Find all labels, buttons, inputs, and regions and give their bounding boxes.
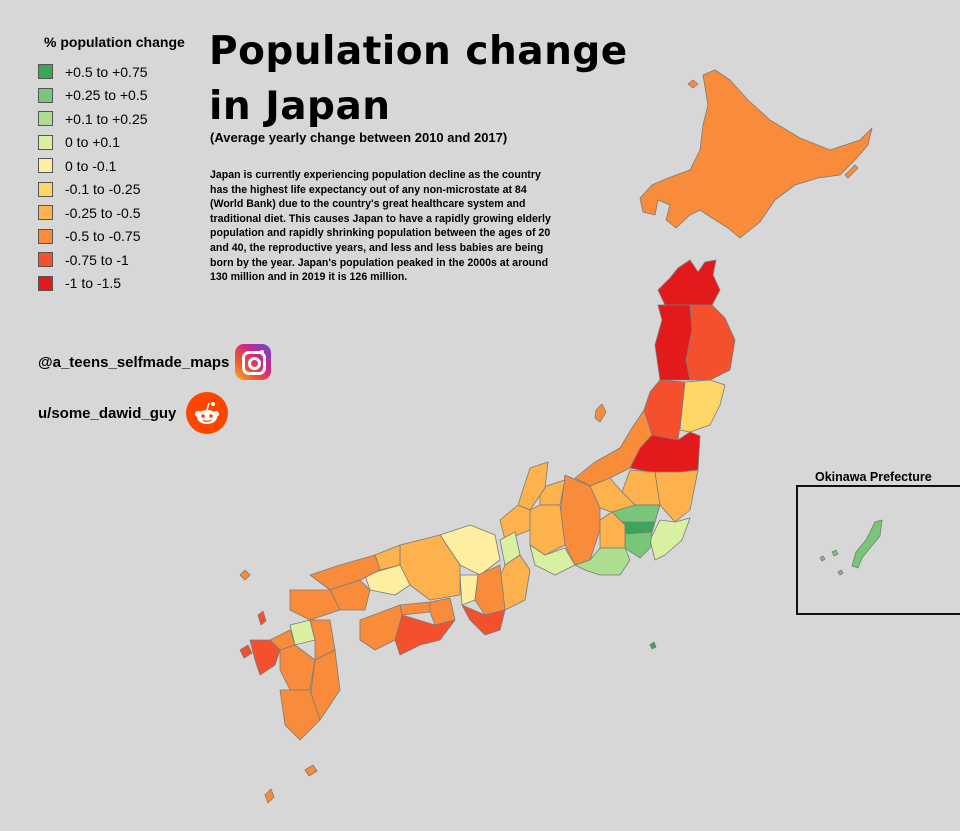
legend-label: +0.1 to +0.25 bbox=[65, 110, 148, 127]
region-izu-islands bbox=[649, 641, 657, 650]
legend-item: -0.25 to -0.5 bbox=[38, 201, 218, 225]
region-kochi bbox=[394, 614, 456, 656]
inset-title: Okinawa Prefecture bbox=[815, 470, 932, 484]
legend-item: -0.1 to -0.25 bbox=[38, 178, 218, 202]
region-hokkaido-rishiri bbox=[687, 79, 699, 89]
region-nagasaki bbox=[249, 639, 281, 676]
region-goto bbox=[239, 644, 253, 659]
map-subtitle: (Average yearly change between 2010 and … bbox=[210, 130, 508, 145]
region-fukui bbox=[499, 504, 531, 541]
region-yamaguchi bbox=[289, 589, 341, 621]
reddit-icon bbox=[186, 392, 229, 434]
legend-swatch bbox=[38, 252, 53, 268]
region-okinawa-islands bbox=[819, 549, 844, 576]
instagram-handle: @a_teens_selfmade_maps bbox=[38, 353, 230, 371]
region-kagoshima bbox=[279, 689, 321, 741]
region-hokkaido bbox=[639, 69, 873, 239]
legend-label: 0 to +0.1 bbox=[65, 134, 120, 151]
legend-item: 0 to -0.1 bbox=[38, 154, 218, 178]
okinawa-inset-frame bbox=[796, 485, 960, 615]
region-tsushima bbox=[257, 610, 267, 626]
reddit-handle: u/some_dawid_guy bbox=[38, 404, 177, 422]
legend-label: -0.75 to -1 bbox=[65, 251, 129, 268]
legend-swatch bbox=[38, 158, 53, 174]
legend-swatch bbox=[38, 275, 53, 291]
legend-item: +0.1 to +0.25 bbox=[38, 107, 218, 131]
region-wakayama bbox=[461, 604, 506, 636]
region-fukushima bbox=[629, 431, 701, 473]
map-title: Population change in Japan bbox=[209, 29, 628, 129]
region-yamanashi bbox=[599, 511, 626, 549]
reddit-credit[interactable]: u/some_dawid_guy bbox=[38, 392, 229, 434]
region-okinawa bbox=[851, 519, 883, 569]
legend-item: 0 to +0.1 bbox=[38, 131, 218, 155]
legend-label: -1 to -1.5 bbox=[65, 275, 122, 292]
legend: % population change +0.5 to +0.75 +0.25 t… bbox=[38, 34, 218, 295]
legend-label: -0.1 to -0.25 bbox=[65, 181, 141, 198]
region-akita bbox=[654, 304, 693, 381]
region-aomori bbox=[657, 259, 721, 306]
region-sado bbox=[594, 403, 607, 423]
legend-item: -1 to -1.5 bbox=[38, 272, 218, 296]
region-gifu bbox=[529, 504, 566, 556]
region-ibaraki bbox=[654, 469, 699, 523]
region-miyagi bbox=[679, 379, 726, 433]
legend-label: -0.5 to -0.75 bbox=[65, 228, 141, 245]
legend-swatch bbox=[38, 64, 53, 80]
instagram-icon bbox=[235, 344, 272, 380]
region-amami bbox=[264, 788, 275, 804]
region-chiba bbox=[649, 517, 691, 561]
region-aichi bbox=[529, 544, 576, 576]
legend-label: +0.25 to +0.5 bbox=[65, 87, 148, 104]
map-description: Japan is currently experiencing populati… bbox=[210, 169, 551, 284]
legend-swatch bbox=[38, 228, 53, 244]
legend-label: +0.5 to +0.75 bbox=[65, 63, 148, 80]
legend-label: -0.25 to -0.5 bbox=[65, 204, 141, 221]
legend-swatch bbox=[38, 111, 53, 127]
legend-item: -0.75 to -1 bbox=[38, 248, 218, 272]
instagram-credit[interactable]: @a_teens_selfmade_maps bbox=[38, 344, 272, 380]
region-iwate bbox=[685, 304, 736, 381]
legend-items: +0.5 to +0.75 +0.25 to +0.5 +0.1 to +0.25 0… bbox=[38, 60, 218, 295]
legend-swatch bbox=[38, 87, 53, 103]
region-hokkaido-kunashiri bbox=[844, 164, 859, 179]
region-okayama bbox=[364, 564, 411, 596]
legend-label: 0 to -0.1 bbox=[65, 157, 117, 174]
region-kanagawa bbox=[624, 531, 653, 559]
region-shizuoka bbox=[574, 547, 631, 576]
legend-item: +0.5 to +0.75 bbox=[38, 60, 218, 84]
legend-swatch bbox=[38, 134, 53, 150]
region-kumamoto bbox=[279, 644, 316, 691]
legend-swatch bbox=[38, 205, 53, 221]
region-kagawa bbox=[399, 601, 431, 616]
region-ishikawa bbox=[517, 461, 549, 511]
region-yakushima bbox=[304, 764, 318, 777]
legend-item: -0.5 to -0.75 bbox=[38, 225, 218, 249]
legend-swatch bbox=[38, 181, 53, 197]
legend-item: +0.25 to +0.5 bbox=[38, 84, 218, 108]
legend-title: % population change bbox=[44, 34, 185, 50]
region-oki bbox=[239, 569, 251, 581]
